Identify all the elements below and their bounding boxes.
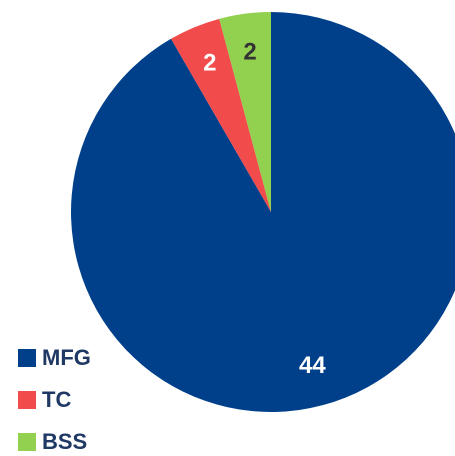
legend-swatch bbox=[18, 391, 36, 409]
data-label: 2 bbox=[243, 39, 256, 66]
pie-slice bbox=[219, 12, 271, 212]
pie-slice bbox=[171, 18, 271, 212]
legend-label: TC bbox=[42, 387, 71, 412]
legend-swatch bbox=[18, 433, 36, 451]
data-label: 2 bbox=[203, 50, 216, 77]
legend-label: BSS bbox=[42, 429, 87, 454]
pie-slice bbox=[71, 12, 455, 412]
legend-label: MFG bbox=[42, 345, 91, 370]
legend-swatch bbox=[18, 349, 36, 367]
data-label: 44 bbox=[299, 352, 326, 379]
